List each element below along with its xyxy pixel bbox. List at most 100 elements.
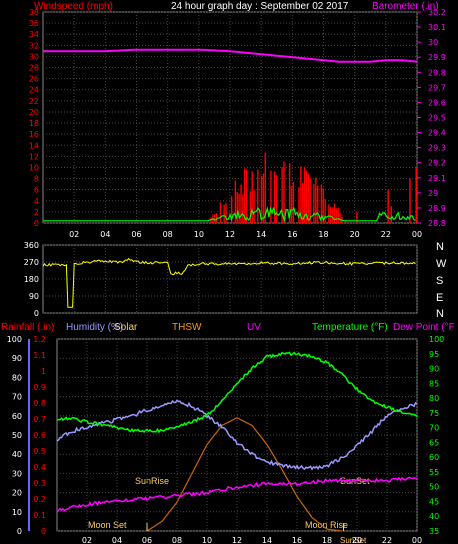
wind-x-tick-label: 22 <box>381 230 391 239</box>
wind-bar <box>245 169 248 223</box>
wind-bar <box>313 184 315 223</box>
rainfall-tick-label: 0.8 <box>33 399 46 408</box>
temperature-line <box>56 351 418 434</box>
humidity-tick-label: 10 <box>12 508 22 517</box>
chart-marks: 02 04 06 08 10 12 14 16 18 20 22 000246810121416182… <box>7 8 446 544</box>
temperature-tick-label: 35 <box>429 527 439 536</box>
wind-bar <box>330 206 332 223</box>
wind-bar <box>223 204 225 223</box>
dir-label-e: E <box>436 292 443 304</box>
climate-x-tick-label: 04 <box>112 536 122 544</box>
wind-y-tick-label: 4 <box>34 197 39 206</box>
wind-bar <box>307 173 310 223</box>
dir-label-n1: N <box>436 241 444 253</box>
temperature-tick-label: 75 <box>429 409 439 418</box>
wind-bar <box>234 180 237 223</box>
dewpoint-line <box>56 476 418 513</box>
wind-x-tick-label: 12 <box>225 230 235 239</box>
legend-thsw: THSW <box>172 322 202 333</box>
temperature-tick-label: 70 <box>429 424 439 433</box>
wind-bar <box>322 188 324 223</box>
temperature-tick-label: 95 <box>429 350 439 359</box>
wind-bar <box>238 193 240 223</box>
climate-x-tick-label: 14 <box>262 536 272 544</box>
barometer-tick-label: 29.1 <box>428 174 446 183</box>
dir-label-w: W <box>436 258 447 270</box>
wind-bar <box>409 178 411 223</box>
wind-bar <box>257 169 259 223</box>
temperature-tick-label: 85 <box>429 379 439 388</box>
legend-rainfall: Rainfall (.in) <box>1 322 54 333</box>
chart-title: 24 hour graph day : September 02 2017 <box>171 1 349 12</box>
annotation-moonset: Moon Set <box>88 520 127 530</box>
wind-bar <box>273 171 276 223</box>
humidity-tick-label: 80 <box>12 373 22 382</box>
climate-x-tick-label: 16 <box>292 536 302 544</box>
wind-x-tick-label: 16 <box>287 230 297 239</box>
wind-y-tick-label: 8 <box>34 175 39 184</box>
wind-y-tick-label: 18 <box>29 119 39 128</box>
legend-temperature: Temperature (°F) <box>312 322 388 333</box>
climate-x-tick-label: 12 <box>232 536 242 544</box>
wind-bar <box>253 189 255 223</box>
legend-dewpoint: Dew Point (°F <box>393 322 455 333</box>
barometer-tick-label: 29.8 <box>428 68 446 77</box>
climate-x-tick-label: 18 <box>322 536 332 544</box>
legend-uv: UV <box>247 322 261 333</box>
barometer-tick-label: 29.5 <box>428 114 446 123</box>
rainfall-tick-label: 1.2 <box>33 335 46 344</box>
wind-bar <box>215 213 218 223</box>
humidity-tick-label: 30 <box>12 469 22 478</box>
temperature-tick-label: 45 <box>429 497 439 506</box>
rainfall-tick-label: 0.6 <box>33 431 46 440</box>
wind-bar <box>219 202 222 223</box>
wind-bar <box>333 203 336 223</box>
wind-x-tick-label: 00 <box>412 230 422 239</box>
annotation-sunset-bottom: SunSet <box>340 536 367 544</box>
humidity-tick-label: 100 <box>7 335 22 344</box>
wind-bar <box>251 171 253 223</box>
humidity-tick-label: 20 <box>12 489 22 498</box>
rainfall-tick-label: 0 <box>41 527 46 536</box>
climate-x-tick-label: 02 <box>82 536 92 544</box>
wind-y-tick-label: 16 <box>29 130 39 139</box>
barometer-tick-label: 29.7 <box>428 83 446 92</box>
wind-y-tick-label: 12 <box>29 152 39 161</box>
barometer-tick-label: 28.9 <box>428 204 446 213</box>
rainfall-tick-label: 0.9 <box>33 383 46 392</box>
wind-bar <box>288 163 291 223</box>
barometer-tick-label: 30.1 <box>428 23 446 32</box>
wind-bar <box>262 173 265 223</box>
wind-bar <box>324 198 326 223</box>
wind-y-tick-label: 6 <box>34 186 39 195</box>
wind-bar <box>339 212 341 223</box>
humidity-tick-label: 90 <box>12 354 22 363</box>
wind-x-tick-label: 04 <box>100 230 110 239</box>
humidity-tick-label: 70 <box>12 393 22 402</box>
barometer-tick-label: 28.8 <box>428 219 446 228</box>
wind-bar <box>345 220 347 223</box>
humidity-tick-label: 0 <box>17 527 22 536</box>
wind-bar <box>236 191 238 223</box>
wind-bar <box>331 207 334 223</box>
wind-x-tick-label: 18 <box>318 230 328 239</box>
rainfall-tick-label: 0.1 <box>33 511 46 520</box>
wind-bar <box>281 167 283 223</box>
wind-y-tick-label: 20 <box>29 108 39 117</box>
wind-y-tick-label: 22 <box>29 97 39 106</box>
annotation-sunrise: SunRise <box>135 476 169 486</box>
rainfall-tick-label: 0.2 <box>33 495 46 504</box>
barometer-tick-label: 29.4 <box>428 129 446 138</box>
wind-bar <box>335 208 338 223</box>
wind-bar <box>244 168 246 223</box>
temperature-tick-label: 65 <box>429 438 439 447</box>
wind-y-tick-label: 2 <box>34 208 39 217</box>
barometer-tick-label: 29.3 <box>428 144 446 153</box>
barometer-line <box>43 48 418 63</box>
wind-bar <box>264 152 266 223</box>
dir-y-tick-label: 360 <box>24 241 39 250</box>
humidity-line <box>56 399 418 471</box>
wind-bar <box>242 194 244 223</box>
humidity-tick-label: 50 <box>12 431 22 440</box>
